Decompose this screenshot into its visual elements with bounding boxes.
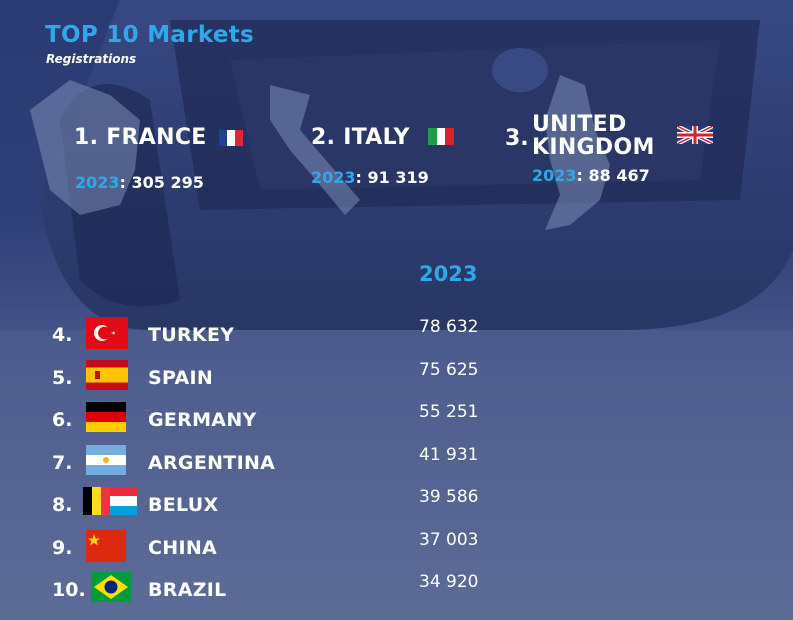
germany-flag-icon	[86, 402, 126, 432]
rank-label: 6.	[52, 409, 73, 431]
podium-uk-rank: 3.	[505, 126, 529, 151]
year-label: 2023	[75, 173, 120, 192]
country-name: SPAIN	[148, 367, 214, 389]
uk-flag-icon	[677, 126, 713, 144]
country-name: TURKEY	[148, 324, 235, 346]
country-name: BRAZIL	[148, 579, 227, 601]
registration-value: 88 467	[588, 166, 650, 185]
table-row: 10. BRAZIL 34 920	[0, 570, 793, 610]
rank-label: 7.	[52, 452, 73, 474]
podium-country-name-line1: UNITED	[532, 112, 627, 137]
china-flag-icon	[86, 530, 126, 562]
country-name: ARGENTINA	[148, 452, 276, 474]
country-name: BELUX	[148, 494, 219, 516]
registration-value: 78 632	[419, 317, 479, 337]
podium-country-name: 2. ITALY	[311, 125, 410, 150]
podium-uk: UNITED KINGDOM	[532, 113, 655, 159]
rank-label: 8.	[52, 494, 73, 516]
podium-italy: 2. ITALY	[311, 126, 410, 149]
italy-flag-icon	[428, 128, 454, 145]
country-name: CHINA	[148, 537, 218, 559]
belux-flag-icon	[83, 487, 137, 515]
argentina-flag-icon	[86, 445, 126, 475]
rank-label: 10.	[52, 579, 86, 601]
table-row: 4. TURKEY 78 632	[0, 315, 793, 355]
table-row: 9. CHINA 37 003	[0, 528, 793, 568]
podium-france: 1. FRANCE	[74, 126, 207, 149]
podium-country-name: 1. FRANCE	[74, 125, 207, 150]
brazil-flag-icon	[91, 572, 131, 602]
spain-flag-icon	[86, 360, 128, 390]
france-flag-icon	[219, 130, 243, 146]
page-subtitle: Registrations	[46, 52, 137, 66]
rank-label: 9.	[52, 537, 73, 559]
rank-label: 4.	[52, 324, 73, 346]
table-row: 5. SPAIN 75 625	[0, 358, 793, 398]
podium-france-value: 2023: 305 295	[75, 173, 204, 192]
podium-uk-value: 2023: 88 467	[532, 166, 650, 185]
table-row: 8. BELUX 39 586	[0, 485, 793, 525]
column-header-year: 2023	[419, 262, 478, 286]
year-label: 2023	[532, 166, 577, 185]
rank-label: 5.	[52, 367, 73, 389]
country-name: GERMANY	[148, 409, 257, 431]
year-label: 2023	[311, 168, 356, 187]
podium-country-name-line2: KINGDOM	[532, 135, 655, 160]
turkey-flag-icon	[86, 317, 128, 349]
page-title: TOP 10 Markets	[45, 22, 255, 48]
registration-value: 75 625	[419, 360, 479, 380]
table-row: 7. ARGENTINA 41 931	[0, 443, 793, 483]
registration-value: 91 319	[367, 168, 429, 187]
registration-value: 305 295	[131, 173, 204, 192]
registration-value: 41 931	[419, 445, 479, 465]
registration-value: 37 003	[419, 530, 479, 550]
table-row: 6. GERMANY 55 251	[0, 400, 793, 440]
registration-value: 55 251	[419, 402, 479, 422]
registration-value: 34 920	[419, 572, 479, 592]
registration-value: 39 586	[419, 487, 479, 507]
podium-italy-value: 2023: 91 319	[311, 168, 429, 187]
